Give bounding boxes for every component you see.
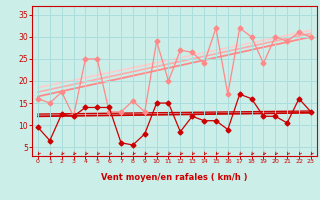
X-axis label: Vent moyen/en rafales ( km/h ): Vent moyen/en rafales ( km/h ) [101, 173, 248, 182]
